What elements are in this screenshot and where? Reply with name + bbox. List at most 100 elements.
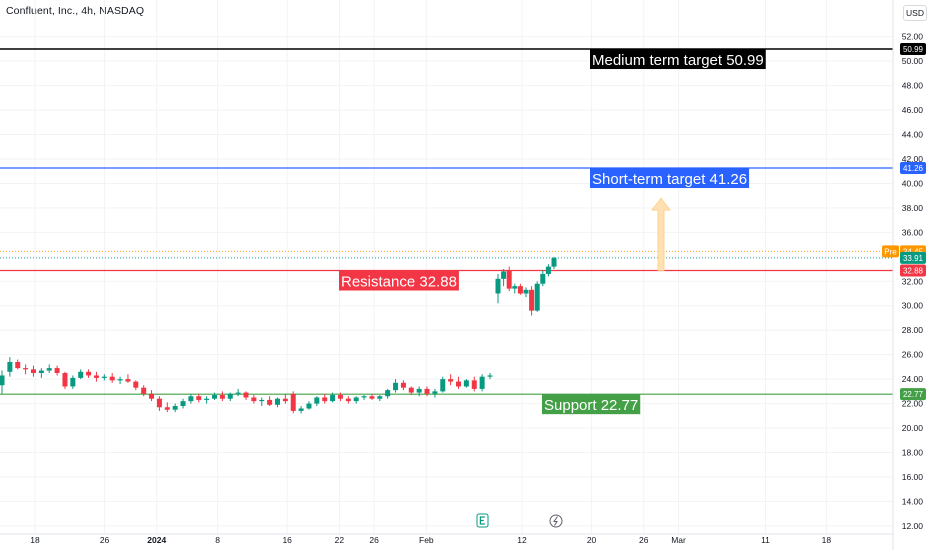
y-tick-label: 20.00 [902, 423, 924, 433]
y-tick-label: 14.00 [902, 496, 924, 506]
short-target-annotation[interactable]: Short-term target 41.26 [590, 168, 750, 189]
currency-button[interactable]: USD [903, 5, 927, 21]
candle-body [529, 289, 535, 311]
candle [101, 374, 107, 381]
candle [337, 392, 343, 402]
candle-body [501, 271, 507, 279]
candle-body [400, 382, 406, 388]
candle-body [172, 406, 178, 410]
price-tag-bg [900, 162, 926, 175]
candle [523, 287, 529, 298]
candle-body [7, 362, 13, 372]
candle [235, 388, 241, 397]
pre-label-bg [882, 245, 899, 258]
candle-body [424, 388, 430, 394]
candle-body [125, 379, 131, 382]
price-tag-bg [900, 43, 926, 56]
y-tick-label: 42.00 [902, 154, 924, 164]
annotation-bg [590, 168, 750, 189]
candle-body [274, 398, 280, 405]
candle [463, 379, 469, 388]
candle-body [432, 391, 438, 394]
candle-body [164, 407, 170, 410]
candle-body [117, 379, 123, 381]
level-lines [0, 48, 893, 395]
candle [164, 402, 170, 413]
resistance-annotation[interactable]: Resistance 32.88 [339, 270, 459, 291]
candle-body [534, 283, 540, 311]
candle-body [259, 399, 265, 402]
candle [46, 364, 52, 374]
candle [495, 273, 501, 304]
candle-body [322, 397, 328, 402]
candle-body [282, 398, 288, 402]
candle-body [512, 286, 518, 289]
candle [517, 283, 523, 295]
candle-body [156, 398, 162, 408]
candle [314, 396, 320, 407]
price-axis[interactable]: 52.00 50.00 48.00 46.00 44.00 42.00 40.00 38.00… [882, 0, 926, 550]
annotation-bg [590, 49, 766, 70]
candle [479, 374, 485, 392]
candle [251, 395, 257, 404]
candle [30, 365, 36, 377]
candle [204, 396, 210, 404]
candle-body [487, 375, 493, 377]
dividend-icon-bolt [553, 516, 558, 526]
candle [377, 395, 383, 402]
candle [534, 281, 540, 312]
y-tick-label: 12.00 [902, 521, 924, 531]
candle-body [545, 266, 551, 274]
chart-title: Confluent, Inc., 4h, NASDAQ [6, 5, 145, 17]
event-icons[interactable] [476, 513, 563, 528]
y-tick-label: 32.00 [902, 276, 924, 286]
candle [0, 370, 5, 394]
candle [400, 380, 406, 391]
candle-body [517, 286, 523, 294]
candle-body [133, 381, 139, 388]
candle-body [180, 401, 186, 407]
candle-body [361, 396, 367, 398]
time-axis[interactable]: 18 26 2024 8 16 22 26 Feb 12 20 26 Mar 11 18 [0, 533, 893, 545]
candle [141, 385, 147, 397]
candle-body [70, 377, 76, 387]
candles [0, 256, 557, 414]
candle [424, 386, 430, 397]
candle-body [463, 380, 469, 387]
candle [345, 396, 351, 404]
resistance-price-tag: 32.88 [900, 264, 926, 277]
candle-body [149, 393, 155, 399]
y-tick-label: 40.00 [902, 178, 924, 188]
x-tick-label: 11 [761, 535, 770, 545]
candle [243, 391, 249, 400]
candle-body [330, 395, 336, 402]
x-tick-label: Mar [671, 535, 686, 545]
price-tag-bg [900, 264, 926, 277]
candle [416, 386, 422, 397]
dividend-icon[interactable] [549, 514, 563, 528]
annotations[interactable]: Medium term target 50.99 Short-term targe… [339, 49, 766, 415]
support-annotation[interactable]: Support 22.77 [542, 394, 641, 415]
candle [156, 396, 162, 411]
candle [369, 393, 375, 400]
candle [117, 376, 123, 385]
candle-body [495, 278, 501, 294]
candle [180, 398, 186, 409]
earnings-icon[interactable] [476, 513, 489, 528]
candle [219, 391, 225, 402]
candle-body [219, 395, 225, 399]
candle [361, 395, 367, 400]
candle [86, 369, 92, 378]
candle [93, 371, 99, 382]
candle-body [141, 387, 147, 394]
candle [432, 388, 438, 398]
candle [408, 386, 414, 396]
candle [290, 391, 296, 414]
candle-body [30, 369, 36, 374]
x-tick-label: 20 [587, 535, 597, 545]
medium-target-annotation[interactable]: Medium term target 50.99 [590, 49, 766, 70]
candle [259, 397, 265, 407]
arrow-shape [651, 197, 671, 271]
candle [125, 374, 131, 383]
